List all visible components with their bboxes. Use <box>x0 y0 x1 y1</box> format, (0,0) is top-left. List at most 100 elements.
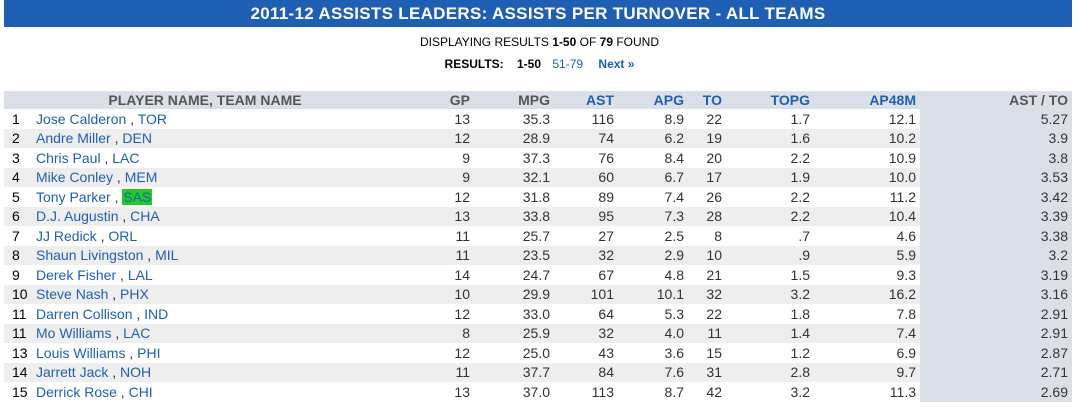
team-link[interactable]: MEM <box>124 169 158 186</box>
apg-cell: 8.4 <box>664 149 684 166</box>
ap48m-cell: 10.4 <box>814 206 920 226</box>
col-mpg: MPG <box>474 91 554 109</box>
team-link[interactable]: MIL <box>155 247 179 264</box>
name-separator: , <box>108 364 121 381</box>
topg-cell: 1.2 <box>790 344 810 361</box>
mpg-cell: 25.7 <box>522 227 550 244</box>
player-team-cell: Andre Miller , DEN <box>34 128 410 148</box>
col-gp: GP <box>410 91 474 109</box>
team-link[interactable]: LAL <box>127 266 153 283</box>
pagination-label: RESULTS: <box>444 57 504 71</box>
player-link[interactable]: Andre Miller <box>36 130 111 147</box>
apg-cell: 7.3 <box>618 206 688 226</box>
player-link[interactable]: JJ Redick <box>36 227 97 244</box>
ap48m-cell: 9.7 <box>814 362 920 382</box>
to-cell: 22 <box>706 305 722 322</box>
ast-cell: 89 <box>598 188 614 205</box>
ast-cell: 76 <box>598 149 614 166</box>
to-cell: 31 <box>688 362 726 382</box>
player-link[interactable]: Mo Williams <box>36 325 112 342</box>
apg-cell: 8.9 <box>664 110 684 127</box>
player-link[interactable]: Darren Collison <box>36 305 133 322</box>
team-link[interactable]: TOR <box>137 110 168 127</box>
apg-cell: 2.9 <box>618 245 688 265</box>
pagination-page-2-link[interactable]: 51-79 <box>552 57 584 71</box>
table-row: 5 Tony Parker , SAS 12 31.8 89 7.4 26 2.2 11.2 3.… <box>4 187 1072 207</box>
team-link[interactable]: LAC <box>123 325 151 342</box>
mpg-cell: 33.0 <box>522 305 550 322</box>
team-link[interactable]: CHA <box>130 208 160 225</box>
player-link[interactable]: Steve Nash <box>36 286 109 303</box>
table-row: 13 Louis Williams , PHI 12 25.0 43 3.6 15 1.2 6.… <box>4 343 1072 363</box>
player-link[interactable]: Derek Fisher <box>36 266 117 283</box>
player-link[interactable]: Mike Conley <box>36 169 114 186</box>
col-player-name: PLAYER NAME, TEAM NAME <box>4 91 410 109</box>
ast-cell: 67 <box>598 266 614 283</box>
col-apg-header: APG <box>618 91 688 109</box>
team-link[interactable]: ORL <box>108 227 138 244</box>
topg-cell: .7 <box>798 227 810 244</box>
col-topg-sort-link[interactable]: TOPG <box>770 92 810 108</box>
name-separator: , <box>110 130 123 147</box>
rank-cell: 3 <box>12 149 20 166</box>
topg-cell: 1.6 <box>726 128 814 148</box>
player-link[interactable]: D.J. Augustin <box>36 208 119 225</box>
player-link[interactable]: Jarrett Jack <box>36 364 109 381</box>
player-team-cell: Derrick Rose , CHI <box>34 382 410 402</box>
ast-to-cell: 3.39 <box>920 206 1072 226</box>
col-to-sort-link[interactable]: TO <box>702 92 722 108</box>
to-cell: 20 <box>706 149 722 166</box>
topg-cell: 2.8 <box>726 362 814 382</box>
col-ap48m-sort-link[interactable]: AP48M <box>869 92 916 108</box>
team-link[interactable]: PHI <box>137 344 161 361</box>
rank-cell: 9 <box>12 266 20 283</box>
to-cell: 28 <box>688 206 726 226</box>
team-link[interactable]: LAC <box>112 149 140 166</box>
summary-prefix: DISPLAYING RESULTS <box>420 35 553 49</box>
to-cell: 19 <box>688 128 726 148</box>
ast-to-cell: 3.19 <box>920 265 1072 285</box>
mpg-cell: 25.9 <box>474 323 554 343</box>
topg-cell: 1.4 <box>726 323 814 343</box>
name-separator: , <box>132 305 145 322</box>
col-apg-sort-link[interactable]: APG <box>653 92 684 108</box>
player-link[interactable]: Jose Calderon <box>36 110 127 127</box>
player-link[interactable]: Chris Paul <box>36 149 101 166</box>
ast-cell: 95 <box>554 206 618 226</box>
mpg-cell: 35.3 <box>522 110 550 127</box>
apg-cell: 7.6 <box>618 362 688 382</box>
ap48m-cell: 16.2 <box>814 284 920 304</box>
team-link[interactable]: CHI <box>128 383 153 400</box>
mpg-cell: 37.3 <box>522 149 550 166</box>
topg-cell: 1.9 <box>726 167 814 187</box>
ast-cell: 43 <box>598 344 614 361</box>
player-team-cell: Jose Calderon , TOR <box>34 109 410 129</box>
team-link[interactable]: SAS <box>122 188 153 205</box>
player-link[interactable]: Louis Williams <box>36 344 126 361</box>
col-ap48m-header: AP48M <box>814 91 920 109</box>
apg-cell: 10.1 <box>618 284 688 304</box>
gp-cell: 11 <box>455 227 470 244</box>
name-separator: , <box>111 325 124 342</box>
team-link[interactable]: DEN <box>122 130 152 147</box>
ast-cell: 116 <box>591 110 614 127</box>
pagination-next-link[interactable]: Next » <box>598 57 635 71</box>
team-link[interactable]: NOH <box>120 364 152 381</box>
ap48m-cell: 11.3 <box>889 383 916 400</box>
player-link[interactable]: Tony Parker <box>36 188 111 205</box>
apg-cell: 2.5 <box>664 227 684 244</box>
player-link[interactable]: Shaun Livingston <box>36 247 144 264</box>
ast-to-cell: 3.2 <box>920 245 1072 265</box>
col-ast-sort-link[interactable]: AST <box>586 92 614 108</box>
ast-to-cell: 2.69 <box>920 382 1072 402</box>
player-link[interactable]: Derrick Rose <box>36 383 117 400</box>
topg-cell: 1.5 <box>790 266 810 283</box>
mpg-cell: 33.8 <box>474 206 554 226</box>
name-separator: , <box>125 344 138 361</box>
team-link[interactable]: PHX <box>120 286 149 303</box>
table-row: 2 Andre Miller , DEN 12 28.9 74 6.2 19 1.6 10.2 3… <box>4 128 1072 148</box>
mpg-cell: 32.1 <box>474 167 554 187</box>
name-separator: , <box>116 383 129 400</box>
team-link[interactable]: IND <box>144 305 169 322</box>
gp-cell: 9 <box>410 167 474 187</box>
